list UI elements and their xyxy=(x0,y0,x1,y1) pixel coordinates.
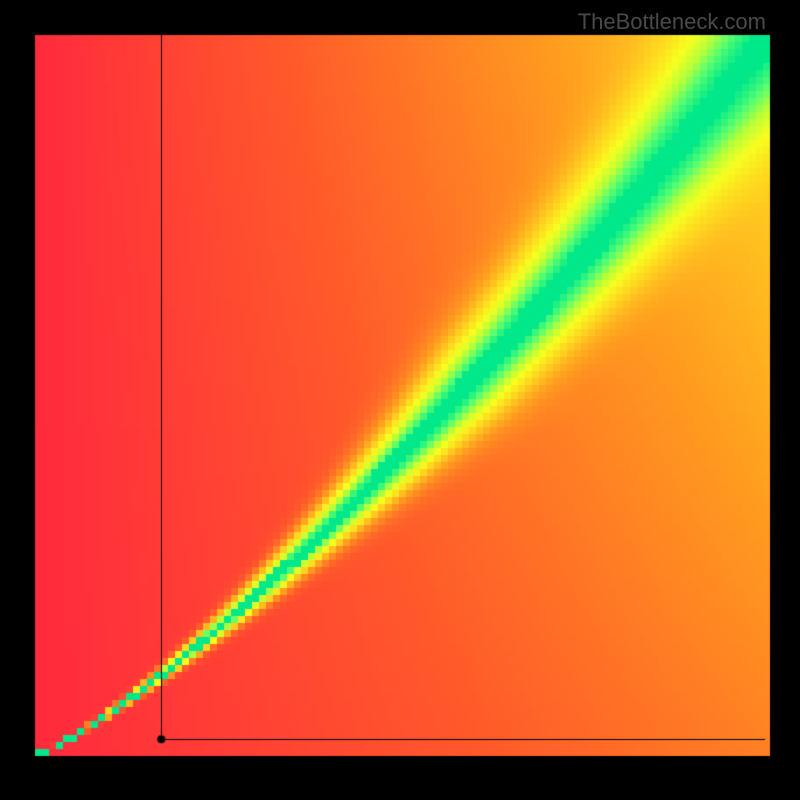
watermark-text: TheBottleneck.com xyxy=(578,9,766,35)
bottleneck-heatmap xyxy=(0,0,800,800)
chart-container: { "canvas": { "width": 800, "height": 80… xyxy=(0,0,800,800)
